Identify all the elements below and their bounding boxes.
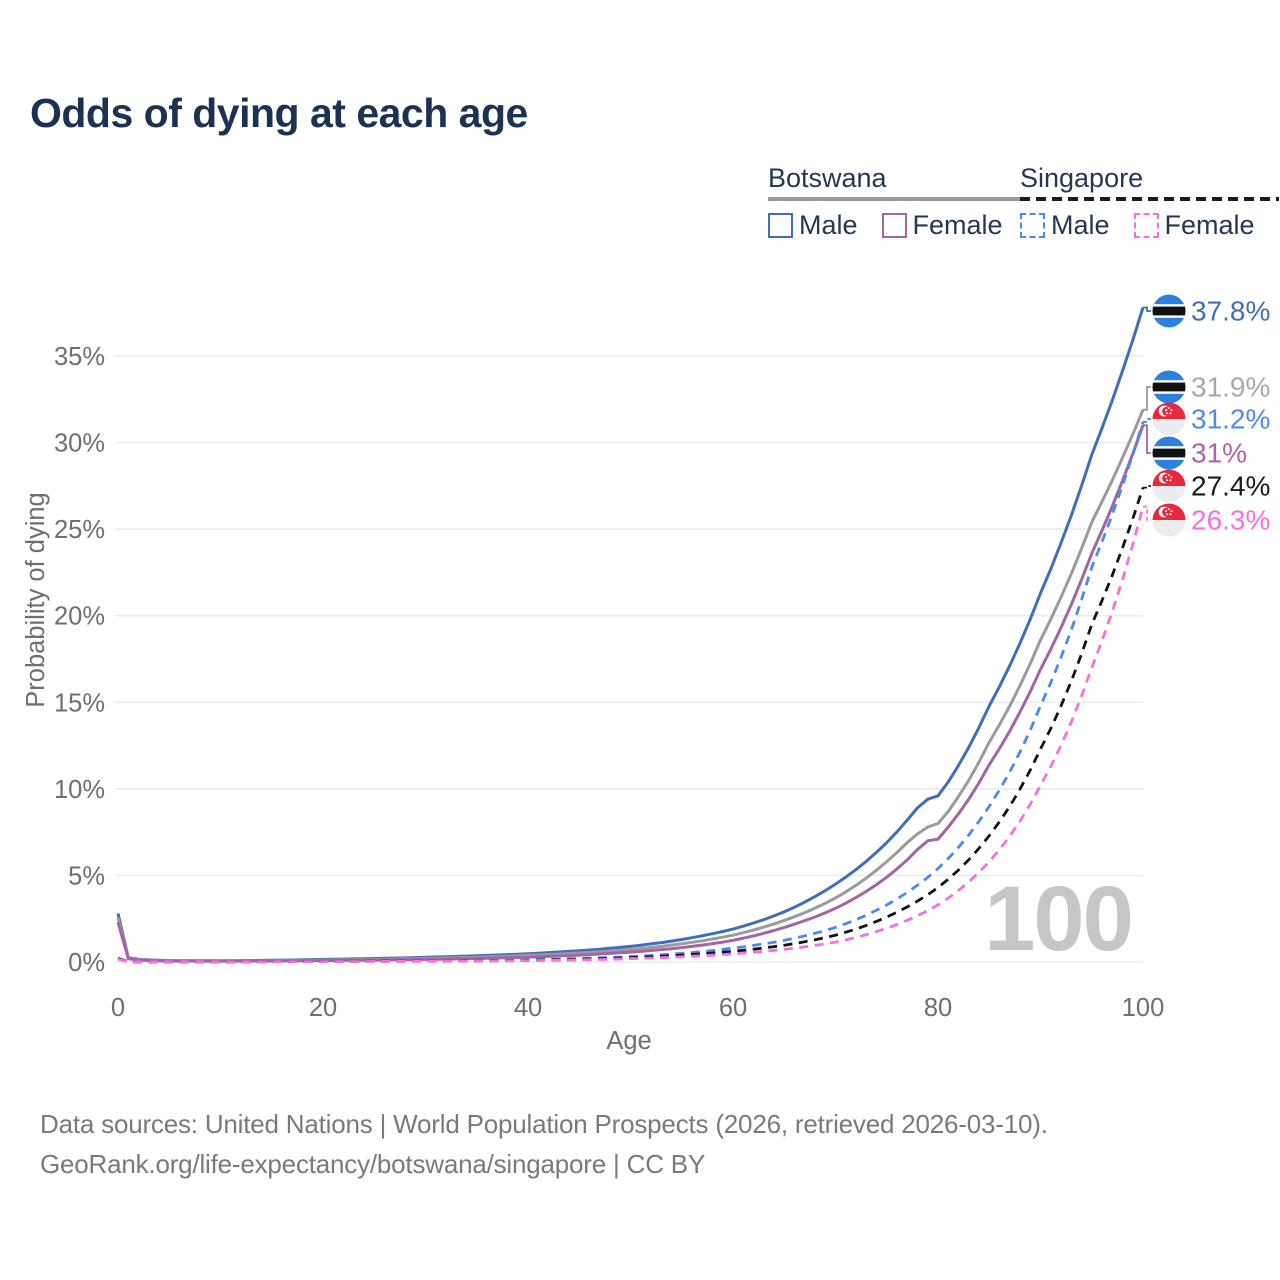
- singapore-flag-icon: [1152, 402, 1186, 436]
- annotation-connector: [1143, 424, 1151, 454]
- legend-swatch-singapore-male-icon: [1020, 213, 1045, 238]
- x-tick-label: 100: [1122, 994, 1165, 1022]
- annotation-value-label: 31.9%: [1191, 372, 1270, 403]
- y-tick-label: 35%: [54, 343, 105, 371]
- x-tick-label: 40: [514, 994, 542, 1022]
- page-title: Odds of dying at each age: [30, 90, 528, 136]
- annotation-connector: [1143, 485, 1151, 489]
- singapore-flag-icon: [1152, 469, 1186, 503]
- y-tick-label: 10%: [54, 776, 105, 804]
- annotation-value-label: 31.2%: [1191, 404, 1270, 435]
- annotation-value-label: 27.4%: [1191, 471, 1270, 502]
- y-tick-label: 20%: [54, 603, 105, 631]
- legend-underline-botswana: [768, 197, 1027, 201]
- age-counter-watermark: 100: [984, 868, 1132, 970]
- legend-swatch-singapore-female-icon: [1133, 213, 1159, 238]
- legend-label-botswana-male: Male: [799, 210, 858, 240]
- annotation-connector: [1143, 386, 1151, 411]
- annotation-value-label: 31%: [1191, 438, 1247, 469]
- footer: Data sources: United Nations | World Pop…: [40, 1104, 1048, 1184]
- x-axis-title: Age: [606, 1027, 651, 1055]
- legend-swatch-botswana-male-icon: [768, 213, 793, 238]
- botswana-flag-icon: [1152, 294, 1186, 328]
- x-tick-label: 20: [309, 994, 337, 1022]
- x-tick-label: 60: [719, 994, 747, 1022]
- y-tick-label: 15%: [54, 689, 105, 717]
- x-tick-label: 80: [924, 994, 952, 1022]
- annotation-connector: [1143, 505, 1151, 521]
- annotation-value-label: 37.8%: [1191, 296, 1270, 327]
- y-tick-label: 0%: [68, 949, 105, 977]
- y-tick-label: 5%: [68, 862, 105, 890]
- annotation-connector: [1143, 418, 1151, 423]
- y-tick-label: 25%: [54, 516, 105, 544]
- legend-item-botswana-male[interactable]: Male: [768, 210, 858, 241]
- botswana-flag-icon: [1152, 370, 1186, 404]
- legend-group-botswana: Botswana Male Female: [768, 163, 1027, 241]
- legend-item-singapore-male[interactable]: Male: [1020, 210, 1110, 241]
- y-axis-title: Probability of dying: [22, 492, 50, 707]
- footer-data-sources: Data sources: United Nations | World Pop…: [40, 1109, 1048, 1139]
- botswana-flag-icon: [1152, 436, 1186, 470]
- x-tick-label: 0: [111, 994, 125, 1022]
- legend-swatch-botswana-female-icon: [881, 213, 907, 238]
- legend-row-botswana: Male Female: [768, 210, 1027, 241]
- singapore-flag-icon: [1152, 503, 1186, 537]
- series-line-botswana-male[interactable]: [116, 307, 1145, 963]
- legend-label-singapore-male: Male: [1051, 210, 1110, 240]
- series-line-singapore-female[interactable]: [117, 506, 1145, 964]
- legend-country-singapore: Singapore: [1020, 163, 1144, 193]
- legend-item-singapore-female[interactable]: Female: [1133, 210, 1255, 241]
- legend-item-botswana-female[interactable]: Female: [881, 210, 1003, 241]
- legend-underline-singapore: [1020, 197, 1279, 201]
- annotation-connector: [1143, 306, 1151, 312]
- legend-label-singapore-female: Female: [1164, 210, 1255, 240]
- legend-row-singapore: Male Female: [1020, 210, 1279, 241]
- annotation-value-label: 26.3%: [1191, 505, 1270, 536]
- footer-attribution: GeoRank.org/life-expectancy/botswana/sin…: [40, 1149, 706, 1179]
- legend-group-singapore: Singapore Male Female: [1020, 163, 1279, 241]
- legend-country-botswana: Botswana: [768, 163, 887, 193]
- y-tick-label: 30%: [54, 430, 105, 458]
- legend-label-botswana-female: Female: [912, 210, 1003, 240]
